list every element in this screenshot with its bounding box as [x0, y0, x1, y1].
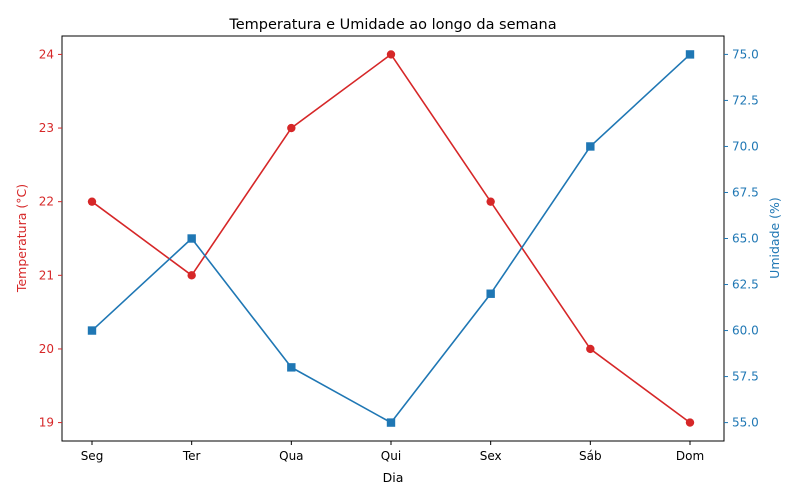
series-2-point: [586, 142, 595, 151]
y-left-axis-title: Temperatura (°C): [14, 184, 29, 293]
x-tick-label: Ter: [182, 449, 201, 463]
series-line-2: [91, 53, 691, 424]
series-2-point: [287, 363, 296, 372]
x-axis-title: Dia: [383, 470, 404, 485]
x-tick-label: Sex: [480, 449, 502, 463]
y-right-axis-title: Umidade (%): [767, 197, 782, 279]
y-right-tick-label: 67.5: [732, 185, 759, 199]
series-2-point: [386, 418, 396, 427]
y-left-tick-label: 24: [39, 47, 54, 61]
y-right-tick-label: 55.0: [732, 416, 759, 430]
y-right-tick-label: 72.5: [732, 93, 759, 107]
y-left-tick-label: 19: [39, 416, 54, 430]
series-2-point: [685, 50, 695, 59]
x-tick-label: Qui: [381, 449, 401, 463]
y-right-tick-label: 70.0: [732, 139, 759, 153]
y-left-tick-label: 23: [39, 121, 54, 135]
series-2-point: [87, 326, 97, 335]
plot-area: Seg Ter Qua Qui Sex Sáb Dom 19 20 21 22 23 24 55.0 57.…: [39, 35, 759, 463]
y-right-tick-label: 62.5: [732, 278, 759, 292]
y-right-tick-label: 65.0: [732, 232, 759, 246]
chart-title: Temperatura e Umidade ao longo da semana: [228, 17, 556, 33]
series-1-point: [486, 197, 495, 206]
x-tick-label: Sáb: [579, 449, 602, 463]
series-1-point: [287, 123, 296, 133]
x-tick-label: Seg: [81, 449, 104, 463]
series-1-point: [386, 50, 396, 59]
y-right-tick-label: 57.5: [732, 370, 759, 384]
y-left-tick-label: 22: [39, 195, 54, 209]
series-1-point: [685, 418, 695, 427]
plot-frame: [61, 35, 725, 442]
x-tick-label: Qua: [279, 449, 303, 463]
x-tick-label: Dom: [676, 449, 704, 463]
y-left-tick-label: 21: [39, 268, 54, 282]
series-1-point: [87, 197, 97, 206]
series-1-point: [187, 271, 196, 280]
series-1-point: [586, 344, 595, 354]
y-right-tick-label: 60.0: [732, 324, 759, 338]
y-left-tick-label: 20: [39, 342, 54, 356]
series-2-point: [187, 234, 196, 243]
series-line-1: [91, 53, 691, 424]
series-2-point: [486, 289, 495, 298]
y-right-tick-label: 75.0: [732, 47, 759, 61]
